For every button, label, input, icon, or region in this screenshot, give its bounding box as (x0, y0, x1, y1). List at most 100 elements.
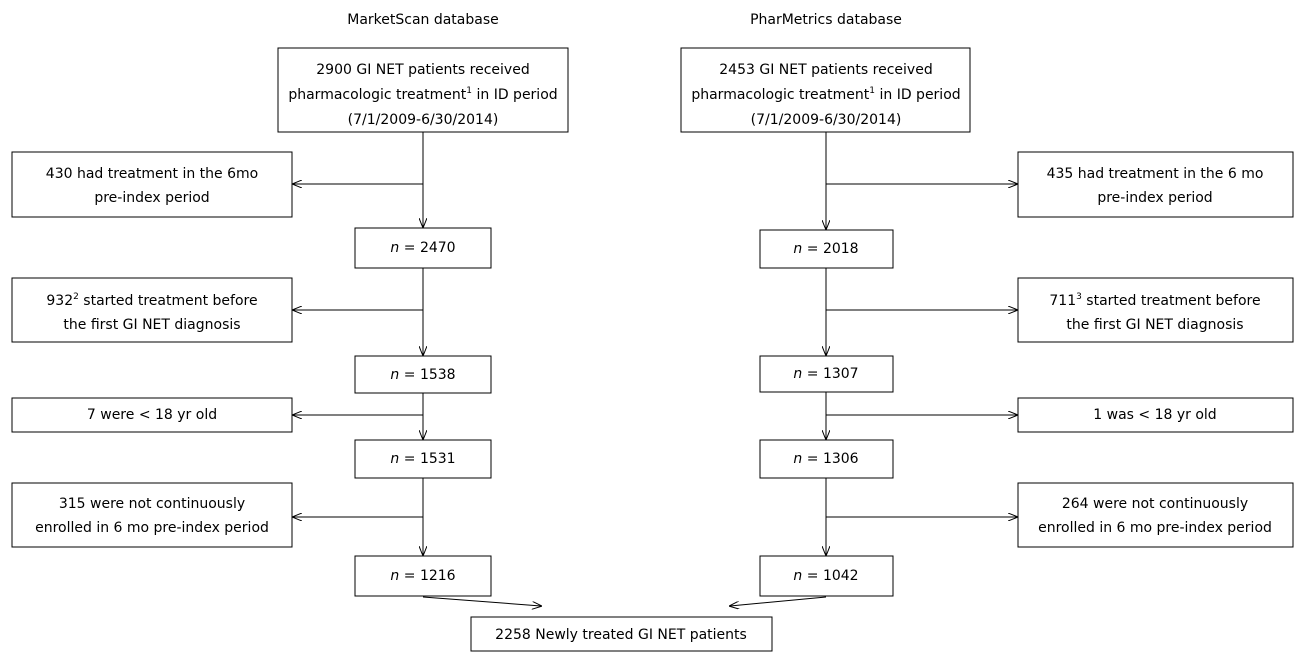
superscript: 1 (466, 86, 472, 96)
text-segment: enrolled in 6 mo pre-index period (1038, 520, 1272, 536)
count-value: 1307 (823, 366, 859, 382)
source-text: 2453 GI NET patients received (719, 62, 932, 78)
count-text: n = 1306 (793, 451, 858, 467)
count-symbol: n (793, 241, 802, 257)
exclusion-text: 9322 started treatment before (46, 292, 257, 310)
text-segment: (7/1/2009-6/30/2014) (751, 112, 902, 128)
exclusion-text: the first GI NET diagnosis (1066, 317, 1243, 333)
source-text: (7/1/2009-6/30/2014) (751, 112, 902, 128)
text-segment: pre-index period (1097, 190, 1212, 206)
text-segment: 2900 GI NET patients received (316, 62, 529, 78)
text-segment: started treatment before (79, 293, 258, 309)
count-relation: = (399, 367, 420, 383)
count-text: n = 1531 (390, 451, 455, 467)
arrow (422, 596, 541, 606)
count-relation: = (802, 568, 823, 584)
result-text: 2258 Newly treated GI NET patients (495, 627, 747, 643)
text-segment: 435 had treatment in the 6 mo (1047, 166, 1264, 182)
text-segment: (7/1/2009-6/30/2014) (348, 112, 499, 128)
text-segment: in ID period (875, 87, 961, 103)
count-symbol: n (793, 366, 802, 382)
count-symbol: n (390, 451, 399, 467)
count-value: 1538 (420, 367, 456, 383)
exclusion-text: 430 had treatment in the 6mo (46, 166, 258, 182)
count-box (354, 355, 492, 394)
exclusion-text: enrolled in 6 mo pre-index period (1038, 520, 1272, 536)
count-text: n = 1216 (390, 568, 455, 584)
text-segment: in ID period (472, 87, 558, 103)
count-relation: = (399, 451, 420, 467)
count-value: 1042 (823, 568, 859, 584)
exclusion-box (11, 482, 293, 548)
result-box (470, 616, 773, 652)
exclusion-box (11, 397, 293, 433)
count-relation: = (802, 366, 823, 382)
count-text: n = 1538 (390, 367, 455, 383)
column-title: PharMetrics database (750, 12, 902, 28)
text-segment: 315 were not continuously (59, 496, 245, 512)
source-text: 2900 GI NET patients received (316, 62, 529, 78)
count-relation: = (399, 240, 420, 256)
text-segment: pharmacologic treatment (691, 87, 869, 103)
count-symbol: n (390, 240, 399, 256)
source-text: pharmacologic treatment1 in ID period (691, 86, 960, 104)
count-box (759, 229, 894, 269)
superscript: 2 (73, 292, 79, 302)
exclusion-box (11, 151, 293, 218)
count-box (354, 555, 492, 597)
text-segment: 430 had treatment in the 6mo (46, 166, 258, 182)
exclusion-text: enrolled in 6 mo pre-index period (35, 520, 269, 536)
text-segment: 1 was < 18 yr old (1093, 407, 1216, 423)
count-box (354, 227, 492, 269)
count-text: n = 2470 (390, 240, 455, 256)
count-value: 2018 (823, 241, 859, 257)
exclusion-text: 7 were < 18 yr old (87, 407, 217, 423)
source-box (680, 47, 971, 133)
source-text: pharmacologic treatment1 in ID period (288, 86, 557, 104)
text-segment: 7 were < 18 yr old (87, 407, 217, 423)
count-relation: = (802, 241, 823, 257)
exclusion-box (1017, 151, 1294, 218)
text-segment: pre-index period (94, 190, 209, 206)
count-value: 1306 (823, 451, 859, 467)
source-text: (7/1/2009-6/30/2014) (348, 112, 499, 128)
exclusion-box (1017, 277, 1294, 343)
exclusion-text: pre-index period (1097, 190, 1212, 206)
count-value: 1531 (420, 451, 456, 467)
count-symbol: n (793, 451, 802, 467)
text-segment: started treatment before (1082, 293, 1261, 309)
superscript: 3 (1076, 292, 1082, 302)
text-segment: 932 (46, 293, 73, 309)
exclusion-text: 7113 started treatment before (1049, 292, 1260, 310)
count-value: 1216 (420, 568, 456, 584)
count-symbol: n (390, 367, 399, 383)
text-segment: pharmacologic treatment (288, 87, 466, 103)
text-segment: 264 were not continuously (1062, 496, 1248, 512)
exclusion-box (11, 277, 293, 343)
count-text: n = 1042 (793, 568, 858, 584)
column-title: MarketScan database (347, 12, 499, 28)
exclusion-text: 1 was < 18 yr old (1093, 407, 1216, 423)
exclusion-text: 315 were not continuously (59, 496, 245, 512)
exclusion-text: pre-index period (94, 190, 209, 206)
count-text: n = 1307 (793, 366, 858, 382)
count-box (759, 555, 894, 597)
text-segment: the first GI NET diagnosis (63, 317, 240, 333)
exclusion-text: 435 had treatment in the 6 mo (1047, 166, 1264, 182)
count-text: n = 2018 (793, 241, 858, 257)
count-relation: = (802, 451, 823, 467)
count-symbol: n (390, 568, 399, 584)
count-symbol: n (793, 568, 802, 584)
count-value: 2470 (420, 240, 456, 256)
exclusion-box (1017, 482, 1294, 548)
exclusion-text: the first GI NET diagnosis (63, 317, 240, 333)
source-box (277, 47, 569, 133)
count-box (354, 439, 492, 479)
arrow (730, 596, 827, 606)
text-segment: 711 (1049, 293, 1076, 309)
text-segment: enrolled in 6 mo pre-index period (35, 520, 269, 536)
text-segment: 2453 GI NET patients received (719, 62, 932, 78)
text-segment: the first GI NET diagnosis (1066, 317, 1243, 333)
exclusion-text: 264 were not continuously (1062, 496, 1248, 512)
